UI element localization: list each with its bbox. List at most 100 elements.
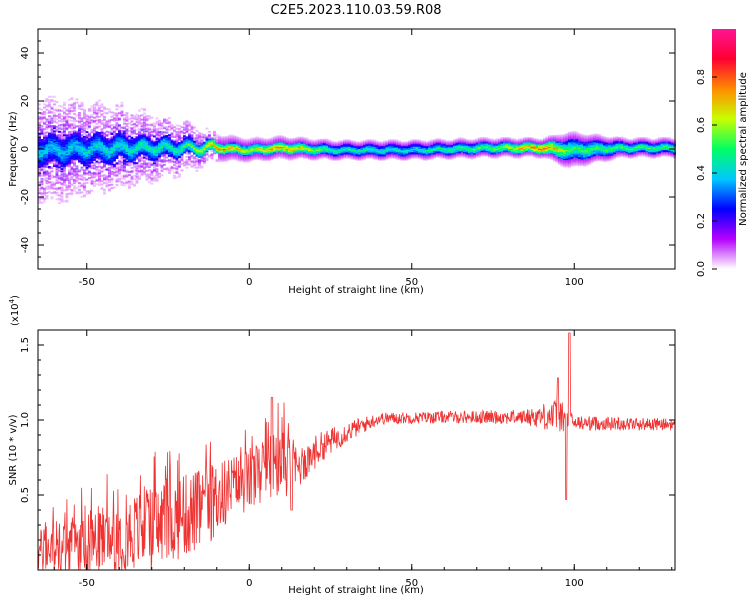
spectrogram-cell xyxy=(83,195,86,198)
spectrogram-cell xyxy=(418,140,421,143)
spectrogram-cell xyxy=(103,132,106,135)
spectrogram-cell xyxy=(415,147,419,149)
spectrogram-cell xyxy=(325,147,329,150)
spectrogram-cell xyxy=(125,160,129,163)
spectrogram-cell xyxy=(153,124,156,127)
spectrogram-cell xyxy=(75,179,79,182)
spectrogram-cell xyxy=(153,154,156,157)
spectrogram-cell xyxy=(75,138,79,141)
spectrogram-cell xyxy=(68,123,71,126)
spectrogram-cell xyxy=(160,139,164,142)
spectrogram-cell xyxy=(135,125,139,128)
spectrogram-cell xyxy=(485,150,489,153)
spectrogram-cell xyxy=(63,173,66,176)
spectrogram-cell xyxy=(315,146,319,149)
spectrogram-cell xyxy=(40,116,44,119)
spectrogram-cell xyxy=(65,178,69,180)
spectrogram-cell xyxy=(68,126,71,129)
spectrogram-cell xyxy=(230,155,234,158)
spectrogram-cell xyxy=(170,155,174,158)
spectrogram-cell xyxy=(118,160,121,163)
spectrogram-cell xyxy=(170,150,174,153)
spectrogram-cell xyxy=(103,148,106,151)
spectrogram-cell xyxy=(113,154,116,157)
spectrogram-cell xyxy=(43,132,46,135)
spectrogram-cell xyxy=(135,148,139,151)
spectrogram-cell xyxy=(138,147,141,150)
spectrogram-cell xyxy=(358,143,361,146)
spectrogram-cell xyxy=(433,141,436,144)
spectrogram-cell xyxy=(190,138,194,141)
spectrogram-cell xyxy=(195,169,199,172)
spectrogram-cell xyxy=(485,147,489,149)
spectrogram-cell xyxy=(433,154,436,157)
spectrogram-cell xyxy=(235,148,239,151)
spectrogram-cell xyxy=(275,142,279,145)
spectrogram-cell xyxy=(63,120,66,123)
spectrogram-cell xyxy=(65,117,69,120)
spectrogram-cell xyxy=(233,156,236,158)
spectrogram-cell xyxy=(118,178,121,180)
spectrogram-cell xyxy=(55,153,59,156)
spectrogram-cell xyxy=(85,178,89,181)
spectrogram-cell xyxy=(70,133,74,136)
spectrogram-cell xyxy=(65,122,69,125)
spectrogram-cell xyxy=(218,146,221,149)
spectrogram-cell xyxy=(155,144,159,147)
spectrogram-cell xyxy=(390,150,394,153)
spectrogram-cell xyxy=(130,181,134,183)
spectrogram-cell xyxy=(175,124,179,127)
spectrogram-cell xyxy=(120,113,124,116)
spectrogram-cell xyxy=(473,140,476,143)
spectrogram-cell xyxy=(240,144,244,147)
spectrogram-cell xyxy=(185,142,189,145)
spectrogram-cell xyxy=(43,128,46,131)
spectrogram-cell xyxy=(193,151,196,154)
spectrogram-cell xyxy=(253,140,256,143)
spectrogram-cell xyxy=(93,127,96,130)
spectrogram-cell xyxy=(65,124,69,126)
spectrogram-cell xyxy=(133,166,136,169)
spectrogram-cell xyxy=(110,131,114,134)
spectrogram-cell xyxy=(75,125,79,128)
spectrogram-cell xyxy=(163,147,166,150)
spectrogram-cell xyxy=(230,157,234,160)
spectrogram-cell xyxy=(308,145,311,148)
spectrogram-cell xyxy=(313,145,316,148)
spectrogram-cell xyxy=(383,154,386,157)
spectrogram-cell xyxy=(108,154,111,156)
spectrogram-cell xyxy=(53,135,56,138)
spectrogram-cell xyxy=(250,147,254,150)
spectrogram-cell xyxy=(348,151,351,154)
spectrogram-cell xyxy=(170,140,174,142)
spectrogram-cell xyxy=(420,150,424,153)
spectrogram-cell xyxy=(178,147,181,150)
spectrogram-cell xyxy=(443,151,446,154)
spectrogram-cell xyxy=(100,133,104,136)
spectrogram-cell xyxy=(235,151,239,154)
spectrogram-cell xyxy=(178,161,181,164)
spectrogram-cell xyxy=(70,177,74,180)
spectrogram-cell xyxy=(200,133,204,135)
spectrogram-cell xyxy=(373,157,376,160)
spectrogram-cell xyxy=(370,149,374,152)
spectrogram-cell xyxy=(148,143,151,146)
spectrogram-cell xyxy=(78,107,81,110)
spectrogram-cell xyxy=(160,150,164,153)
spectrogram-cell xyxy=(68,153,71,156)
spectrogram-cell xyxy=(475,139,479,142)
spectrogram-cell xyxy=(368,149,371,152)
spectrogram-cell xyxy=(413,143,416,146)
spectrogram-cell xyxy=(308,150,311,153)
spectrogram-cell xyxy=(265,149,269,152)
spectrogram-cell xyxy=(155,130,159,133)
spectrogram-cell xyxy=(173,151,176,154)
spectrogram-cell xyxy=(83,108,86,111)
spectrogram-cell xyxy=(115,173,119,176)
spectrogram-cell xyxy=(123,167,126,169)
spectrogram-cell xyxy=(138,109,141,112)
spectrogram-cell xyxy=(223,156,226,159)
spectrogram-cell xyxy=(338,157,341,160)
spectrogram-cell xyxy=(485,137,489,140)
spectrogram-cell xyxy=(478,138,481,141)
